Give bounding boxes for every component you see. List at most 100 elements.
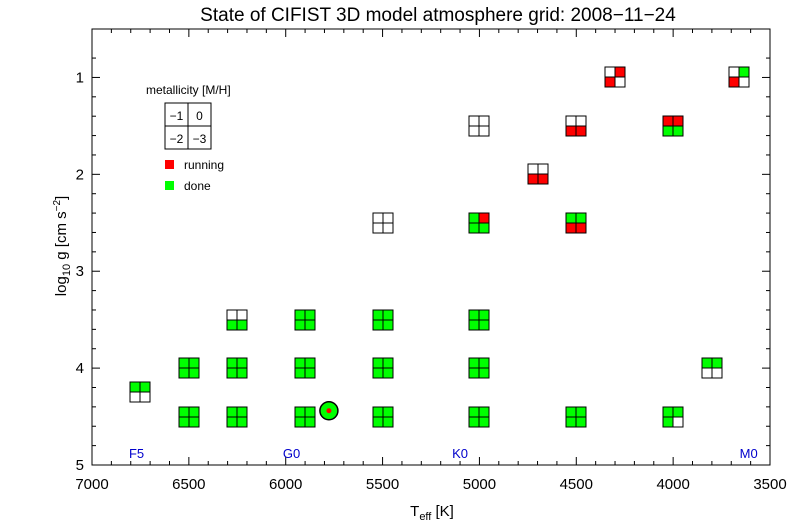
x-axis-label-main: T [410,503,419,520]
model-markers [129,66,750,428]
model-cell-[M/H]=-2 [663,126,673,136]
model-cell-[M/H]=-3 [673,126,683,136]
model-cell-[M/H]=-3 [576,223,586,233]
model-cell-[M/H]=0 [140,382,150,392]
model-cell-[M/H]=-3 [479,368,489,378]
model-cell-[M/H]=-2 [295,320,305,330]
model-cell-[M/H]=0 [383,310,393,320]
model-cell-[M/H]=0 [479,213,489,223]
model-cell-[M/H]=-3 [538,174,548,184]
model-cell-[M/H]=-3 [383,417,393,427]
model-cell-[M/H]=0 [712,358,722,368]
grid-model-5000-2.5 [468,212,490,234]
x-tick-label: 3500 [753,476,786,493]
legend-running-swatch [165,160,174,169]
model-cell-[M/H]=-2 [373,368,383,378]
y-axis-label-mid: g [cm s [53,211,70,264]
model-cell-[M/H]=-3 [189,417,199,427]
model-cell-[M/H]=-3 [383,320,393,330]
model-cell-[M/H]=-2 [295,417,305,427]
model-cell-[M/H]=-3 [576,417,586,427]
grid-model-5000-1.5 [468,115,490,137]
legend-cell-top-right: 0 [196,109,203,123]
model-cell-[M/H]=-2 [373,223,383,233]
grid-model-5900-4 [294,357,316,379]
spectral-type-K0: K0 [452,446,468,461]
model-cell-[M/H]=-1 [179,358,189,368]
model-cell-[M/H]=-3 [576,126,586,136]
grid-model-6500-4 [178,357,200,379]
model-cell-[M/H]=-2 [130,392,140,402]
model-cell-[M/H]=-2 [702,368,712,378]
model-cell-[M/H]=0 [383,213,393,223]
model-cell-[M/H]=-1 [227,310,237,320]
model-cell-[M/H]=-2 [469,320,479,330]
model-cell-[M/H]=0 [305,310,315,320]
grid-model-5500-4 [372,357,394,379]
model-cell-[M/H]=-1 [295,310,305,320]
model-cell-[M/H]=-1 [663,116,673,126]
model-cell-[M/H]=-1 [373,358,383,368]
spectral-type-F5: F5 [129,446,144,461]
model-cell-[M/H]=0 [237,358,247,368]
model-cell-[M/H]=-1 [295,358,305,368]
grid-model-6250-4 [226,357,248,379]
model-cell-[M/H]=-2 [566,417,576,427]
y-axis-label: log10 g [cm s−2] [52,196,73,296]
model-cell-[M/H]=0 [479,116,489,126]
spectral-type-M0: M0 [740,446,758,461]
model-cell-[M/H]=-1 [566,407,576,417]
x-tick-label: 4000 [656,476,689,493]
model-cell-[M/H]=0 [305,407,315,417]
spectral-type-labels: F5 G0 K0 M0 [129,446,758,461]
model-cell-[M/H]=0 [305,358,315,368]
grid-model-5000-3.5 [468,309,490,331]
model-cell-[M/H]=0 [576,407,586,417]
model-cell-[M/H]=-2 [605,77,615,87]
model-cell-[M/H]=-1 [702,358,712,368]
grid-model-4000-4.5 [662,406,684,428]
x-tick-label: 7000 [75,476,108,493]
grid-model-4700-2 [527,163,549,185]
model-cell-[M/H]=0 [479,407,489,417]
spectral-type-G0: G0 [283,446,300,461]
model-cell-[M/H]=-1 [528,164,538,174]
model-cell-[M/H]=0 [576,116,586,126]
model-cell-[M/H]=0 [673,407,683,417]
legend-done-label: done [184,179,211,193]
model-cell-[M/H]=-2 [227,417,237,427]
model-cell-[M/H]=-1 [469,213,479,223]
model-cell-[M/H]=-1 [373,407,383,417]
grid-model-5500-2.5 [372,212,394,234]
model-cell-[M/H]=-2 [663,417,673,427]
model-cell-[M/H]=-2 [469,223,479,233]
model-cell-[M/H]=-3 [479,223,489,233]
x-axis-label-sub: eff [419,511,432,523]
sun-dot [326,408,332,414]
grid-model-4000-1.5 [662,115,684,137]
y-tick-label: 1 [76,69,84,86]
legend-cell-top-left: −1 [170,109,184,123]
model-cell-[M/H]=-3 [383,368,393,378]
model-cell-[M/H]=-1 [469,116,479,126]
model-cell-[M/H]=0 [479,310,489,320]
x-axis-label-unit: [K] [431,503,454,520]
model-cell-[M/H]=-1 [469,310,479,320]
grid-model-6750-4.25 [129,381,151,403]
model-cell-[M/H]=-3 [479,320,489,330]
model-cell-[M/H]=-3 [673,417,683,427]
x-tick-label: 5500 [366,476,399,493]
model-cell-[M/H]=0 [189,358,199,368]
y-tick-label: 2 [76,166,84,183]
legend-running-label: running [184,158,224,172]
model-cell-[M/H]=0 [237,310,247,320]
model-cell-[M/H]=-1 [566,116,576,126]
chart-title: State of CIFIST 3D model atmosphere grid… [200,5,676,26]
plot-frame [91,28,771,466]
model-cell-[M/H]=-1 [130,382,140,392]
model-cell-[M/H]=-1 [373,213,383,223]
model-cell-[M/H]=-2 [373,417,383,427]
model-cell-[M/H]=-1 [227,407,237,417]
grid-model-5900-4.5 [294,406,316,428]
